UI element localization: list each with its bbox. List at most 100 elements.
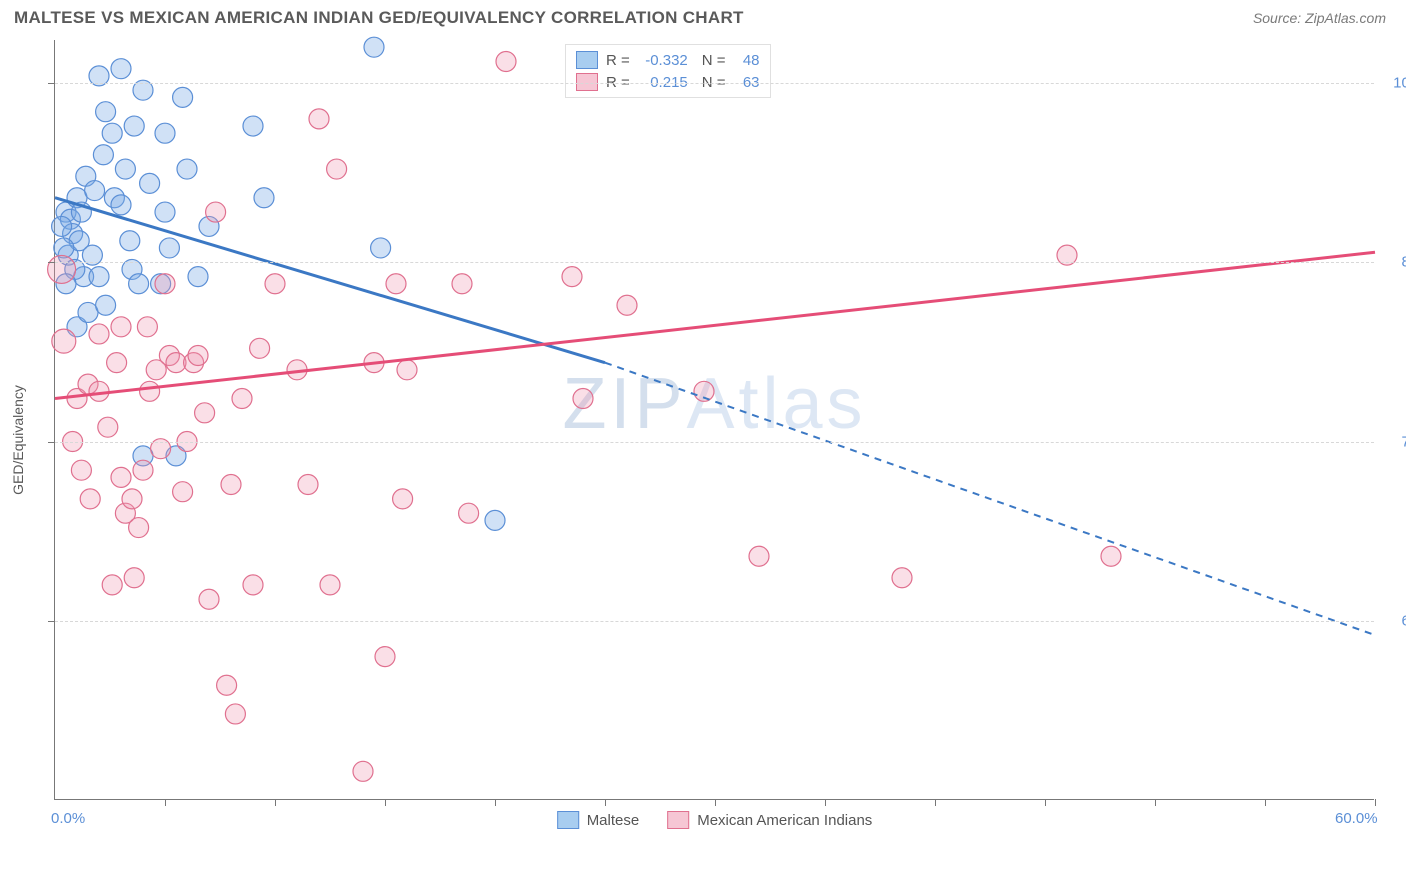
data-point [364, 37, 384, 57]
y-axis-label: GED/Equivalency [10, 385, 26, 495]
series-legend: Maltese Mexican American Indians [557, 811, 873, 829]
data-point [52, 216, 72, 236]
data-point [353, 761, 373, 781]
data-point [129, 518, 149, 538]
n-label: N = [702, 52, 726, 69]
data-point [78, 302, 98, 322]
data-point [188, 267, 208, 287]
data-point [173, 87, 193, 107]
data-point [573, 388, 593, 408]
data-point [96, 295, 116, 315]
data-point [452, 274, 472, 294]
source-attribution: Source: ZipAtlas.com [1253, 10, 1386, 26]
gridline [55, 442, 1374, 443]
data-point [393, 489, 413, 509]
data-point [89, 324, 109, 344]
y-tick-label: 100.0% [1393, 75, 1406, 92]
data-point [102, 575, 122, 595]
data-point [232, 388, 252, 408]
data-point [617, 295, 637, 315]
data-point [89, 381, 109, 401]
data-point [371, 238, 391, 258]
data-point [166, 353, 186, 373]
data-point [386, 274, 406, 294]
data-point [111, 195, 131, 215]
data-point [85, 181, 105, 201]
data-point [155, 274, 175, 294]
y-tick-label: 87.5% [1401, 254, 1406, 271]
data-point [177, 159, 197, 179]
data-point [111, 467, 131, 487]
x-tick-label: 0.0% [51, 810, 85, 827]
trend-line [605, 363, 1375, 635]
y-tick-label: 62.5% [1401, 612, 1406, 629]
data-point [892, 568, 912, 588]
data-point [129, 274, 149, 294]
data-point [496, 52, 516, 72]
data-point [562, 267, 582, 287]
legend-item: Mexican American Indians [667, 811, 872, 829]
data-point [254, 188, 274, 208]
r-value: 0.215 [638, 74, 688, 91]
data-point [111, 317, 131, 337]
data-point [159, 238, 179, 258]
data-point [48, 255, 76, 283]
data-point [309, 109, 329, 129]
data-point [120, 231, 140, 251]
data-point [195, 403, 215, 423]
data-point [52, 329, 76, 353]
legend-label: Mexican American Indians [697, 812, 872, 829]
data-point [111, 59, 131, 79]
data-point [102, 123, 122, 143]
source-name: ZipAtlas.com [1305, 10, 1386, 26]
data-point [155, 202, 175, 222]
data-point [225, 704, 245, 724]
data-point [327, 159, 347, 179]
data-point [250, 338, 270, 358]
data-point [206, 202, 226, 222]
data-point [188, 345, 208, 365]
gridline [55, 621, 1374, 622]
legend-swatch [557, 811, 579, 829]
data-point [71, 460, 91, 480]
data-point [375, 647, 395, 667]
data-point [124, 568, 144, 588]
data-point [98, 417, 118, 437]
legend-swatch [667, 811, 689, 829]
data-point [397, 360, 417, 380]
data-point [137, 317, 157, 337]
chart-title: MALTESE VS MEXICAN AMERICAN INDIAN GED/E… [14, 8, 744, 28]
gridline [55, 83, 1374, 84]
data-point [140, 381, 160, 401]
stats-row: R =0.215N =63 [576, 71, 760, 93]
chart-header: MALTESE VS MEXICAN AMERICAN INDIAN GED/E… [0, 0, 1406, 34]
data-point [298, 475, 318, 495]
data-point [124, 116, 144, 136]
data-point [1101, 546, 1121, 566]
data-point [115, 159, 135, 179]
n-value: 48 [734, 52, 760, 69]
data-point [173, 482, 193, 502]
gridline [55, 262, 1374, 263]
x-tick-label: 60.0% [1335, 810, 1378, 827]
data-point [485, 510, 505, 530]
data-point [54, 238, 74, 258]
data-point [80, 489, 100, 509]
data-point [93, 145, 113, 165]
data-point [140, 173, 160, 193]
r-label: R = [606, 52, 630, 69]
r-label: R = [606, 74, 630, 91]
data-point [243, 116, 263, 136]
data-point [107, 353, 127, 373]
data-point [749, 546, 769, 566]
data-point [217, 675, 237, 695]
data-point [96, 102, 116, 122]
r-value: -0.332 [638, 52, 688, 69]
data-point [199, 589, 219, 609]
data-point [122, 489, 142, 509]
legend-item: Maltese [557, 811, 640, 829]
chart-container: GED/Equivalency ZIPAtlas R =-0.332N =48R… [14, 40, 1392, 840]
series-swatch [576, 51, 598, 69]
data-point [243, 575, 263, 595]
data-point [155, 123, 175, 143]
